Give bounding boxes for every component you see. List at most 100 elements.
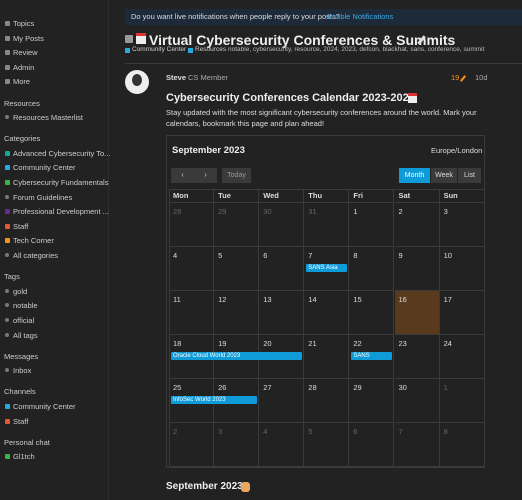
next-button[interactable]: › <box>194 168 217 183</box>
day-cell[interactable] <box>304 203 350 247</box>
sidebar-link[interactable]: Advanced Cybersecurity To... <box>13 148 111 158</box>
day-cell[interactable] <box>349 291 395 335</box>
day-cell[interactable] <box>169 203 215 247</box>
sidebar-link[interactable]: Staff <box>13 221 29 231</box>
day-cell[interactable] <box>214 423 260 467</box>
day-number: 14 <box>308 295 317 304</box>
day-number: 17 <box>443 295 452 304</box>
day-cell[interactable] <box>349 423 395 467</box>
day-cell[interactable] <box>394 203 440 247</box>
avatar-face <box>132 74 142 86</box>
sidebar-link[interactable]: Staff <box>13 416 29 426</box>
event[interactable]: SANS OSINT... <box>351 352 393 360</box>
day-cell[interactable] <box>349 379 395 423</box>
month-button[interactable]: Month <box>399 168 430 183</box>
nav-link[interactable]: More <box>13 77 31 87</box>
day-cell[interactable] <box>439 379 485 423</box>
day-number: 5 <box>218 251 223 260</box>
sidebar-link[interactable]: Inbox <box>13 366 32 376</box>
day-cell[interactable] <box>259 203 305 247</box>
day-cell[interactable] <box>214 203 260 247</box>
nav-link[interactable]: Review <box>13 48 38 58</box>
day-cell[interactable] <box>394 247 440 291</box>
sidebar-link[interactable]: Resources Masterlist <box>13 113 84 123</box>
day-cell[interactable] <box>349 247 395 291</box>
weekday-label: Thu <box>308 191 323 200</box>
day-cell[interactable] <box>259 247 305 291</box>
day-cell[interactable] <box>169 423 215 467</box>
sidebar-link[interactable]: Gl1tch <box>13 452 35 462</box>
sidebar-link[interactable]: Community Center <box>13 401 76 411</box>
day-number: 1 <box>353 207 358 216</box>
day-cell[interactable] <box>304 291 350 335</box>
day-number: 20 <box>263 339 272 348</box>
day-cell[interactable] <box>439 335 485 379</box>
day-cell[interactable] <box>394 335 440 379</box>
sidebar-link[interactable]: Cybersecurity Fundamentals <box>13 178 109 187</box>
list-button[interactable]: List <box>458 168 481 183</box>
item-icon <box>5 150 10 156</box>
week-button[interactable]: Week <box>431 168 457 183</box>
section-header[interactable]: Tags <box>4 272 20 282</box>
post-age: 10d <box>475 73 488 82</box>
weekday-label: Mon <box>173 191 189 200</box>
event[interactable]: SANS Asia P... <box>306 264 348 272</box>
day-number: 22 <box>353 339 362 348</box>
day-cell[interactable] <box>439 291 485 335</box>
day-cell[interactable] <box>439 247 485 291</box>
day-cell[interactable] <box>394 291 440 335</box>
sidebar-link[interactable]: official <box>13 315 35 325</box>
nav-link[interactable]: Admin <box>13 62 35 72</box>
today-button[interactable]: Today <box>222 168 251 183</box>
day-cell[interactable] <box>169 291 215 335</box>
day-cell[interactable] <box>214 291 260 335</box>
post-heading: Cybersecurity Conferences Calendar 2023-… <box>166 92 415 104</box>
sidebar-link[interactable]: notable <box>13 301 38 311</box>
day-cell[interactable] <box>349 203 395 247</box>
prev-button[interactable]: ‹ <box>171 168 194 183</box>
day-cell[interactable] <box>394 423 440 467</box>
sidebar-link[interactable]: Forum Guidelines <box>13 192 73 202</box>
event[interactable]: InfoSec World 2023 <box>171 396 258 404</box>
day-cell[interactable] <box>304 379 350 423</box>
day-cell[interactable] <box>304 247 350 291</box>
likes: 19 <box>451 73 460 82</box>
event[interactable]: Oracle Cloud World 2023 <box>171 352 303 360</box>
day-cell[interactable] <box>349 335 395 379</box>
sidebar-link[interactable]: Community Center <box>13 163 76 173</box>
day-cell[interactable] <box>439 203 485 247</box>
section-header[interactable]: Personal chat <box>4 437 50 447</box>
section-header[interactable]: Channels <box>4 387 36 397</box>
item-icon <box>5 253 9 257</box>
day-cell[interactable] <box>169 247 215 291</box>
tag-list[interactable]: notable, cybersecurity, resource, 2024, … <box>228 46 485 53</box>
sidebar-link[interactable]: Tech Corner <box>13 236 54 246</box>
day-number: 30 <box>263 207 272 216</box>
day-cell[interactable] <box>439 423 485 467</box>
sidebar-link[interactable]: Professional Development ... <box>13 207 109 217</box>
nav-link[interactable]: Topics <box>13 19 35 28</box>
category-link[interactable]: Community Center <box>132 46 187 53</box>
weekday-label: Sat <box>398 191 411 200</box>
category-link[interactable]: Resources <box>195 46 227 53</box>
day-cell[interactable] <box>304 335 350 379</box>
sidebar-link[interactable]: gold <box>13 286 28 296</box>
section-header[interactable]: Messages <box>4 351 39 361</box>
day-number: 8 <box>353 251 358 260</box>
day-cell[interactable] <box>259 291 305 335</box>
sidebar-link[interactable]: All tags <box>13 330 38 340</box>
section-header[interactable]: Resources <box>4 98 40 108</box>
section-header[interactable]: Categories <box>4 134 41 144</box>
weekday-cell <box>169 189 215 203</box>
day-cell[interactable] <box>259 423 305 467</box>
day-cell[interactable] <box>214 247 260 291</box>
nav-link[interactable]: My Posts <box>13 33 44 43</box>
author[interactable]: Steve <box>166 73 187 82</box>
sidebar-link[interactable]: All categories <box>13 251 59 260</box>
day-cell[interactable] <box>304 423 350 467</box>
day-cell[interactable] <box>214 379 260 423</box>
day-cell[interactable] <box>259 335 305 379</box>
banner-link[interactable]: Enable Notifications <box>327 12 394 21</box>
day-cell[interactable] <box>394 379 440 423</box>
day-cell[interactable] <box>259 379 305 423</box>
